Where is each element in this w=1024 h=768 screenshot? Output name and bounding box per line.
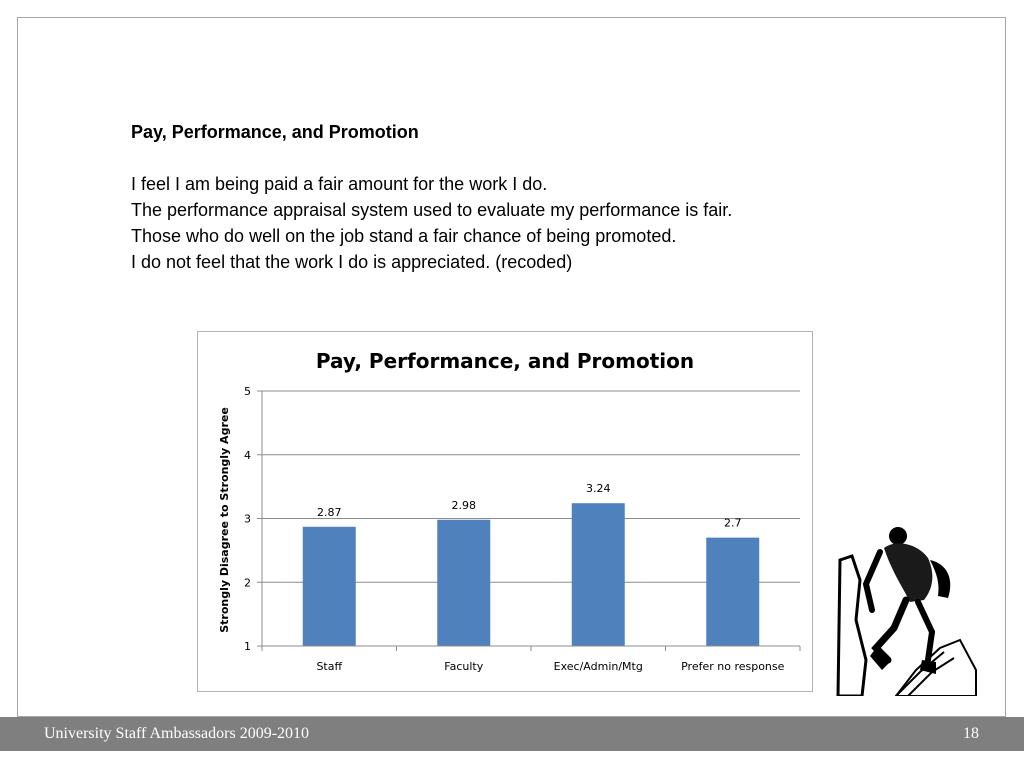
bar-chart: Pay, Performance, and Promotion Strongly…: [197, 331, 813, 692]
bar: [302, 526, 356, 646]
statement-line-4: I do not feel that the work I do is appr…: [131, 252, 573, 272]
slide-heading: Pay, Performance, and Promotion: [131, 122, 419, 142]
slide-text-block: Pay, Performance, and Promotion I feel I…: [131, 119, 951, 275]
bar-chart-svg: Pay, Performance, and Promotion Strongly…: [218, 349, 801, 673]
bar: [437, 519, 491, 646]
climber-clipart-icon: [836, 527, 977, 696]
y-tick-labels: 1 2 3 4 5: [244, 385, 251, 653]
x-tick-label: Exec/Admin/Mtg: [554, 660, 643, 673]
chart-title: Pay, Performance, and Promotion: [316, 349, 694, 373]
y-tick-label: 1: [244, 640, 251, 653]
axes: [261, 391, 800, 647]
bar: [571, 503, 625, 646]
x-tick-labels: Staff Faculty Exec/Admin/Mtg Prefer no resp…: [316, 660, 784, 673]
y-tick-label: 3: [244, 513, 251, 526]
y-tick-label: 4: [244, 449, 251, 462]
data-label: 2.87: [317, 506, 342, 519]
x-tick-label: Prefer no response: [681, 660, 785, 673]
x-tick-label: Faculty: [444, 660, 483, 673]
data-label: 2.7: [724, 517, 742, 530]
y-tick-label: 2: [244, 576, 251, 589]
y-axis-label: Strongly Disagree to Strongly Agree: [218, 407, 231, 633]
x-tick-label: Staff: [316, 660, 342, 673]
statement-line-2: The performance appraisal system used to…: [131, 200, 733, 220]
data-labels: 2.87 2.98 3.24 2.7: [317, 482, 742, 529]
bar: [706, 537, 760, 646]
y-tick-label: 5: [244, 385, 251, 398]
footer-title: University Staff Ambassadors 2009-2010: [44, 725, 310, 742]
footer-bar: University Staff Ambassadors 2009-2010 1…: [0, 717, 1024, 751]
data-label: 3.24: [586, 482, 611, 495]
bars: [302, 503, 760, 646]
page-number: 18: [963, 725, 979, 742]
data-label: 2.98: [452, 499, 477, 512]
statement-line-3: Those who do well on the job stand a fai…: [131, 226, 677, 246]
statement-line-1: I feel I am being paid a fair amount for…: [131, 174, 548, 194]
